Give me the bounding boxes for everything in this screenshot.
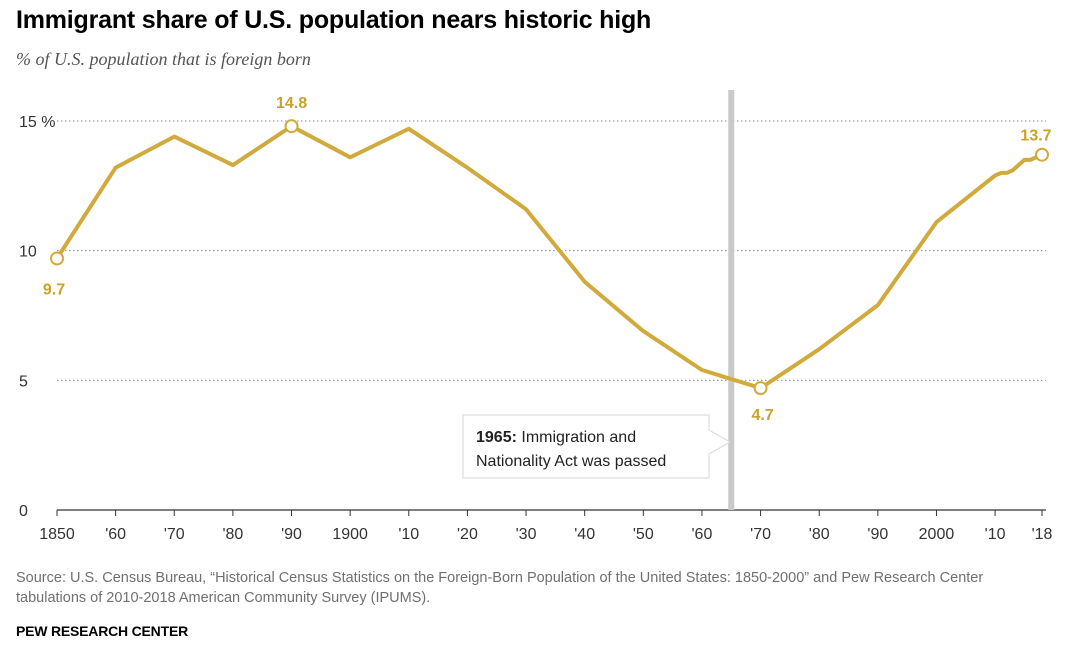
data-point-1970	[753, 381, 768, 396]
act-1965-marker-line	[728, 90, 735, 510]
data-label-1970: 4.7	[751, 407, 773, 424]
callout-text-a: Immigration and	[517, 429, 636, 446]
chart-subtitle: % of U.S. population that is foreign bor…	[16, 49, 311, 69]
act-1965-callout: 1965: Immigration and Nationality Act wa…	[462, 414, 732, 479]
data-label-2018: 13.7	[1020, 128, 1051, 145]
data-label-1850: 9.7	[43, 281, 65, 298]
x-tick-label-0: 1850	[39, 526, 75, 543]
x-tick-label-13: '80	[809, 526, 830, 543]
x-tick-label-12: '70	[750, 526, 771, 543]
callout-year: 1965:	[476, 429, 517, 446]
data-points: 9.7 14.8 4.7 13.7	[43, 95, 1052, 424]
x-tick-label-6: '10	[398, 526, 419, 543]
chart-title: Immigrant share of U.S. population nears…	[16, 6, 652, 34]
data-point-1890	[284, 119, 299, 134]
callout-box	[462, 414, 732, 479]
x-tick-label-11: '60	[692, 526, 713, 543]
y-tick-label-2: 10	[19, 244, 37, 261]
source-note: Source: U.S. Census Bureau, “Historical …	[16, 570, 984, 606]
x-tick-label-2: '70	[164, 526, 185, 543]
y-tick-label-1: 5	[19, 373, 28, 390]
foreign-born-share-line	[55, 124, 1044, 391]
callout-text-line-1: 1965: Immigration and	[476, 429, 636, 446]
y-tick-label-0: 0	[19, 503, 28, 520]
x-tick-label-17: '18	[1032, 526, 1053, 543]
data-point-2018	[1035, 147, 1049, 162]
x-tick-label-7: '20	[457, 526, 478, 543]
data-label-1890: 14.8	[276, 95, 307, 112]
x-tick-label-1: '60	[105, 526, 126, 543]
x-tick-label-16: '10	[985, 526, 1006, 543]
x-tick-label-3: '80	[222, 526, 243, 543]
line-chart: 0 5 10 15 % 1850 '60 '70 '80 '90 1900 '10 '20 '30 '4…	[19, 90, 1053, 543]
x-tick-label-10: '50	[633, 526, 654, 543]
x-tick-label-15: 2000	[919, 526, 955, 543]
x-tick-label-9: '40	[574, 526, 595, 543]
x-tick-label-5: 1900	[332, 526, 368, 543]
brand-logo-text: PEW RESEARCH CENTER	[16, 623, 188, 639]
y-tick-label-3: 15 %	[19, 114, 55, 131]
data-point-1850	[50, 251, 64, 266]
x-tick-label-8: '30	[516, 526, 537, 543]
callout-text-line-2: Nationality Act was passed	[476, 453, 666, 470]
gridlines	[57, 120, 1046, 511]
x-tick-label-4: '90	[281, 526, 302, 543]
y-axis-ticks: 0 5 10 15 %	[19, 114, 55, 520]
x-tick-label-14: '90	[867, 526, 888, 543]
x-axis-ticks: 1850 '60 '70 '80 '90 1900 '10 '20 '30 '40 '50 '60 '7…	[39, 510, 1053, 543]
